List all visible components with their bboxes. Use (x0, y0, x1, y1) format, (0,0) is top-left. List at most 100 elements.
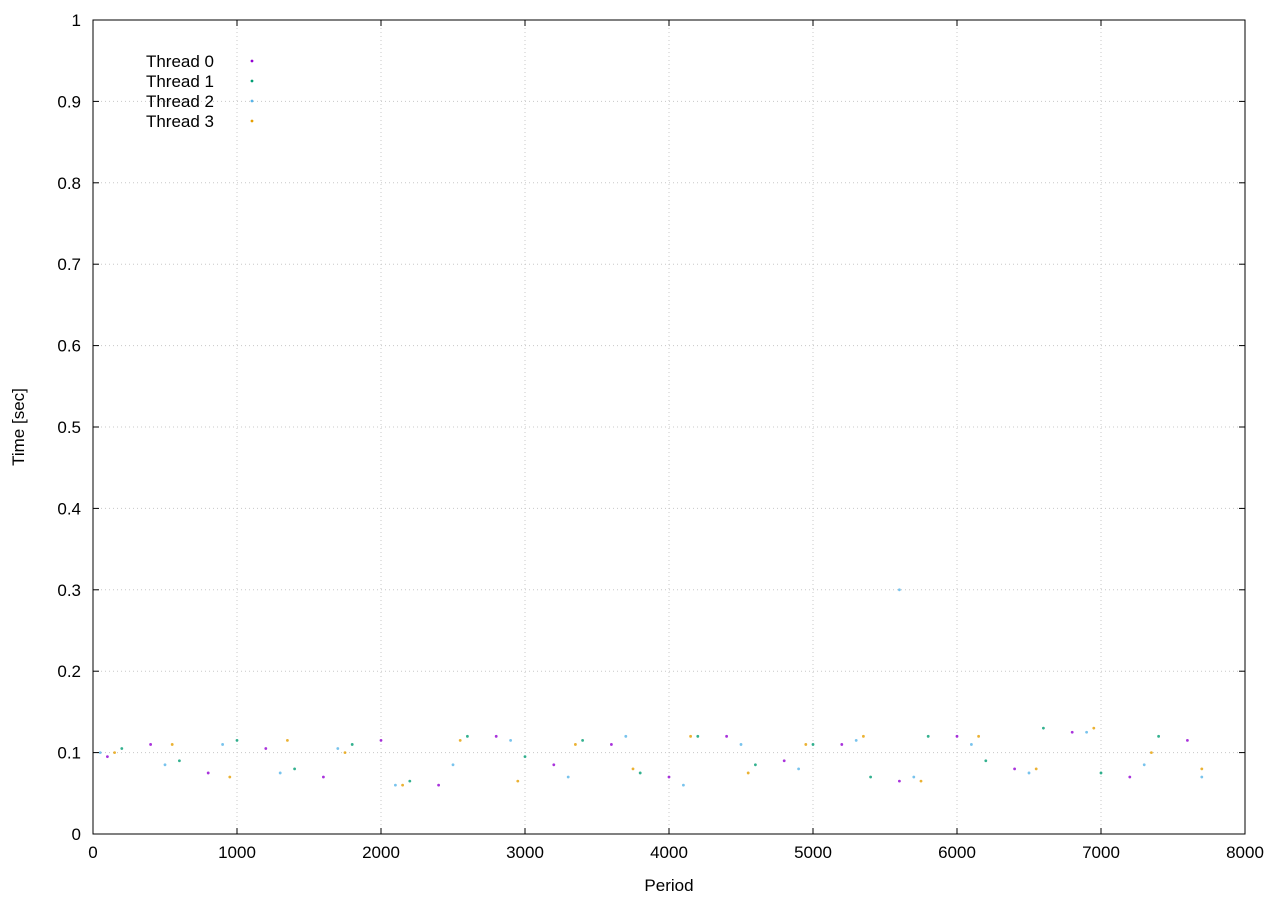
point-thread-1 (869, 775, 872, 779)
point-thread-2 (509, 738, 512, 742)
point-thread-0 (1186, 738, 1189, 742)
x-tick-label: 7000 (1082, 843, 1120, 862)
y-tick-label: 0.3 (57, 581, 81, 600)
point-thread-3 (1034, 767, 1038, 771)
legend-label: Thread 1 (146, 72, 214, 91)
point-thread-1 (178, 759, 181, 763)
point-thread-2 (739, 743, 743, 746)
point-thread-3 (286, 738, 289, 742)
point-thread-1 (926, 734, 930, 738)
point-thread-2 (854, 738, 858, 742)
legend-marker (250, 59, 254, 63)
point-thread-3 (1092, 726, 1096, 730)
point-thread-3 (228, 775, 232, 779)
point-thread-3 (977, 734, 980, 738)
point-thread-2 (221, 743, 225, 746)
point-thread-2 (98, 751, 102, 754)
point-thread-3 (401, 783, 404, 787)
point-thread-2 (394, 783, 397, 787)
point-thread-3 (170, 743, 174, 746)
x-tick-label: 2000 (362, 843, 400, 862)
y-tick-label: 0.6 (57, 337, 81, 356)
legend-marker (250, 79, 254, 83)
point-thread-2 (797, 767, 800, 771)
point-thread-1 (1042, 726, 1045, 730)
point-thread-1 (696, 734, 700, 738)
x-axis-label: Period (644, 876, 693, 895)
point-thread-0 (898, 779, 901, 783)
x-tick-label: 6000 (938, 843, 976, 862)
y-tick-label: 0.2 (57, 662, 81, 681)
point-thread-2 (1085, 730, 1088, 734)
grid (93, 20, 1245, 834)
legend-marker (250, 99, 254, 103)
y-axis-label: Time [sec] (9, 388, 28, 466)
point-thread-3 (862, 734, 865, 738)
point-thread-3 (689, 734, 692, 738)
legend-label: Thread 2 (146, 92, 214, 111)
y-tick-label: 0.1 (57, 744, 81, 763)
point-thread-0 (840, 743, 844, 746)
point-thread-1 (811, 743, 815, 746)
y-tick-label: 0.4 (57, 499, 81, 518)
x-tick-label: 0 (88, 843, 97, 862)
legend-label: Thread 3 (146, 112, 214, 131)
point-thread-3 (574, 743, 577, 746)
point-thread-3 (631, 767, 635, 771)
point-thread-0 (1128, 775, 1132, 779)
point-thread-1 (984, 759, 988, 763)
point-thread-1 (350, 743, 354, 746)
point-thread-1 (581, 738, 584, 742)
point-thread-3 (458, 738, 462, 742)
point-thread-2 (451, 763, 455, 767)
y-tick-label: 0.5 (57, 418, 81, 437)
point-thread-2 (1142, 763, 1146, 767)
legend-label: Thread 0 (146, 52, 214, 71)
point-thread-2 (912, 775, 916, 779)
point-thread-3 (343, 751, 347, 754)
y-tick-label: 0.9 (57, 92, 81, 111)
point-thread-0 (610, 743, 613, 746)
point-thread-2 (682, 783, 685, 787)
x-tick-label: 5000 (794, 843, 832, 862)
y-tick-label: 0.8 (57, 174, 81, 193)
point-thread-0 (955, 734, 959, 738)
point-thread-0 (264, 747, 268, 750)
point-thread-0 (782, 759, 786, 763)
point-thread-0 (552, 763, 556, 767)
point-thread-1 (466, 734, 469, 738)
point-thread-0 (149, 743, 153, 746)
point-thread-1 (120, 747, 124, 750)
point-thread-2 (566, 775, 570, 779)
x-tick-label: 3000 (506, 843, 544, 862)
point-thread-0 (437, 783, 440, 787)
x-tick-label: 4000 (650, 843, 688, 862)
point-thread-1 (523, 755, 527, 759)
point-thread-2 (163, 763, 167, 767)
x-tick-label: 8000 (1226, 843, 1264, 862)
point-thread-0 (1070, 730, 1074, 734)
y-tick-label: 0.7 (57, 255, 81, 274)
point-thread-0 (322, 775, 325, 779)
point-thread-2 (624, 734, 628, 738)
point-thread-2 (898, 588, 901, 592)
data-points (98, 588, 1204, 787)
point-thread-0 (1013, 767, 1016, 771)
y-tick-label: 1 (72, 11, 81, 30)
point-thread-0 (379, 738, 383, 742)
x-tick-label: 1000 (218, 843, 256, 862)
point-thread-1 (638, 771, 642, 775)
point-thread-3 (804, 743, 808, 746)
point-thread-2 (1027, 771, 1031, 775)
tick-labels: 0 1000 2000 3000 4000 5000 6000 7000 8000 0 0.1 0.2… (57, 11, 1264, 862)
point-thread-3 (919, 779, 923, 783)
point-thread-1 (235, 738, 239, 742)
point-thread-2 (278, 771, 282, 775)
y-tick-label: 0 (72, 825, 81, 844)
point-thread-2 (970, 743, 973, 746)
point-thread-1 (1157, 734, 1160, 738)
point-thread-1 (293, 767, 296, 771)
